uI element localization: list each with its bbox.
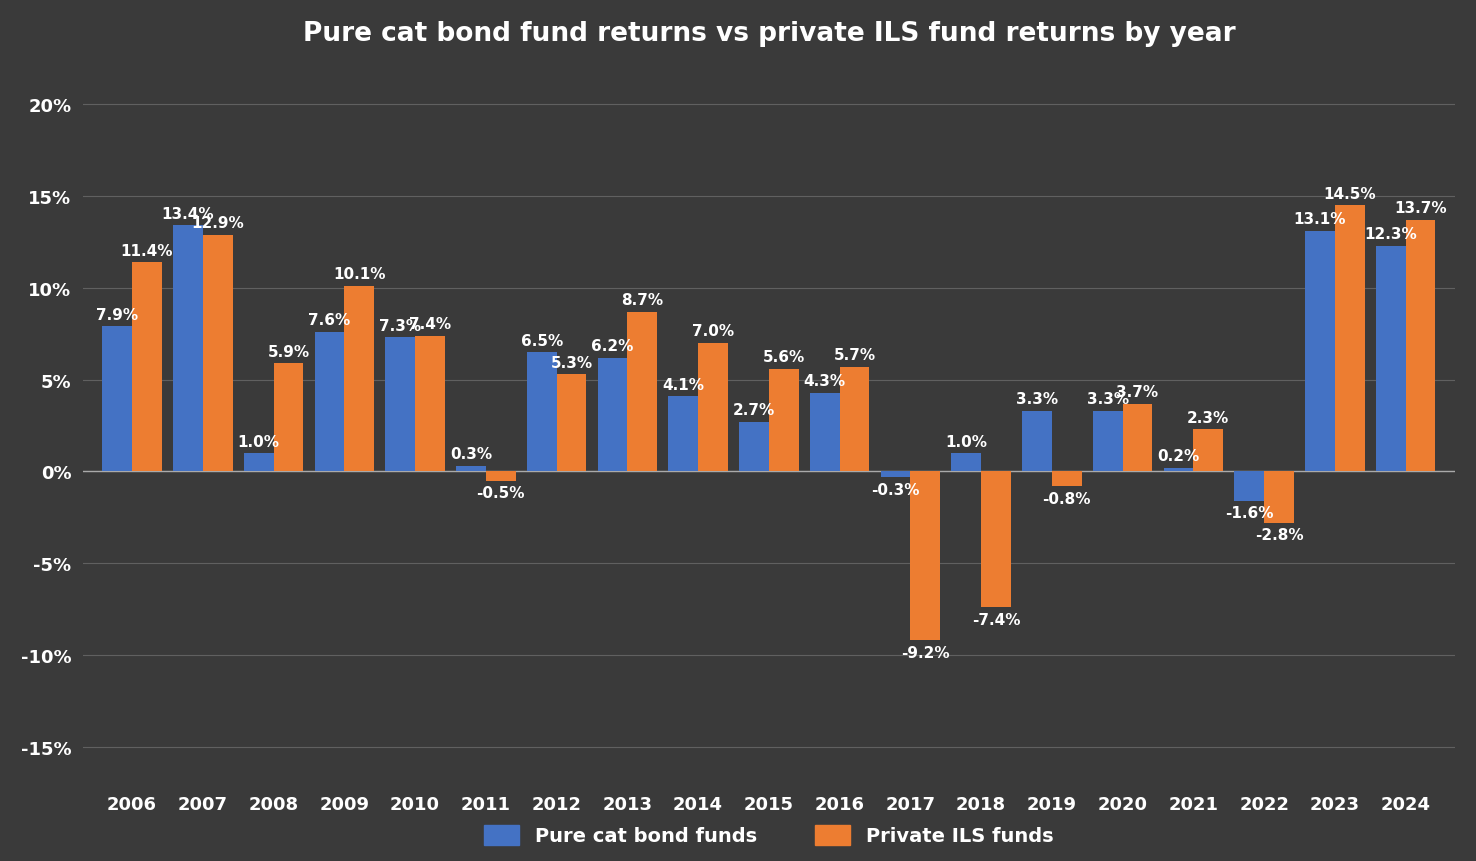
Text: -0.8%: -0.8% — [1042, 491, 1091, 506]
Bar — [1305, 232, 1334, 472]
Text: 14.5%: 14.5% — [1324, 187, 1376, 201]
Text: 13.1%: 13.1% — [1294, 212, 1346, 227]
Text: -0.5%: -0.5% — [477, 486, 525, 500]
Bar — [486, 472, 515, 481]
Text: -2.8%: -2.8% — [1255, 528, 1303, 542]
Bar — [273, 363, 303, 472]
Text: -1.6%: -1.6% — [1225, 505, 1274, 521]
Bar — [1123, 404, 1153, 472]
Bar — [1052, 472, 1082, 486]
Bar — [314, 332, 344, 472]
Bar — [698, 344, 728, 472]
Bar — [1405, 220, 1435, 472]
Bar — [415, 337, 444, 472]
Bar — [202, 235, 233, 472]
Text: 1.0%: 1.0% — [945, 434, 987, 449]
Text: 6.2%: 6.2% — [592, 338, 633, 354]
Text: 3.7%: 3.7% — [1116, 385, 1159, 400]
Text: 3.3%: 3.3% — [1015, 392, 1058, 406]
Text: 7.9%: 7.9% — [96, 307, 139, 323]
Bar — [881, 472, 911, 477]
Bar — [385, 338, 415, 472]
Bar — [1334, 206, 1365, 472]
Bar — [456, 467, 486, 472]
Bar — [669, 397, 698, 472]
Text: 8.7%: 8.7% — [621, 293, 663, 307]
Bar — [102, 327, 131, 472]
Text: 13.7%: 13.7% — [1395, 201, 1446, 216]
Text: 6.5%: 6.5% — [521, 333, 562, 348]
Bar — [244, 454, 273, 472]
Bar — [952, 454, 982, 472]
Bar — [1023, 412, 1052, 472]
Bar — [982, 472, 1011, 608]
Bar — [769, 369, 799, 472]
Text: 11.4%: 11.4% — [121, 244, 173, 258]
Text: 5.9%: 5.9% — [267, 344, 310, 359]
Text: -9.2%: -9.2% — [900, 645, 949, 660]
Bar — [1092, 412, 1123, 472]
Text: 1.0%: 1.0% — [238, 434, 280, 449]
Bar — [1376, 246, 1405, 472]
Legend: Pure cat bond funds, Private ILS funds: Pure cat bond funds, Private ILS funds — [484, 825, 1054, 846]
Bar — [1263, 472, 1294, 523]
Text: 2.3%: 2.3% — [1187, 410, 1230, 425]
Bar — [131, 263, 162, 472]
Text: 5.6%: 5.6% — [763, 350, 804, 365]
Bar — [173, 226, 202, 472]
Text: 7.0%: 7.0% — [692, 324, 734, 339]
Text: 7.6%: 7.6% — [308, 313, 351, 328]
Bar — [344, 287, 373, 472]
Bar — [739, 423, 769, 472]
Bar — [911, 472, 940, 641]
Text: -0.3%: -0.3% — [871, 482, 920, 497]
Bar — [556, 375, 586, 472]
Bar — [1234, 472, 1263, 501]
Bar — [840, 368, 869, 472]
Text: 2.7%: 2.7% — [734, 403, 775, 418]
Text: 0.2%: 0.2% — [1157, 449, 1200, 464]
Bar — [527, 353, 556, 472]
Text: 7.4%: 7.4% — [409, 317, 452, 331]
Bar — [598, 358, 627, 472]
Text: 4.3%: 4.3% — [804, 374, 846, 388]
Title: Pure cat bond fund returns vs private ILS fund returns by year: Pure cat bond fund returns vs private IL… — [303, 21, 1235, 46]
Bar — [627, 313, 657, 472]
Text: 5.7%: 5.7% — [834, 348, 875, 362]
Text: 12.9%: 12.9% — [192, 216, 244, 231]
Bar — [1163, 468, 1194, 472]
Text: 10.1%: 10.1% — [334, 267, 385, 282]
Text: -7.4%: -7.4% — [971, 612, 1020, 627]
Text: 13.4%: 13.4% — [162, 207, 214, 221]
Bar — [1194, 430, 1224, 472]
Bar — [810, 393, 840, 472]
Text: 7.3%: 7.3% — [379, 319, 421, 333]
Text: 5.3%: 5.3% — [551, 356, 592, 370]
Text: 12.3%: 12.3% — [1364, 226, 1417, 242]
Text: 0.3%: 0.3% — [450, 447, 492, 461]
Text: 3.3%: 3.3% — [1086, 392, 1129, 406]
Text: 4.1%: 4.1% — [663, 377, 704, 392]
